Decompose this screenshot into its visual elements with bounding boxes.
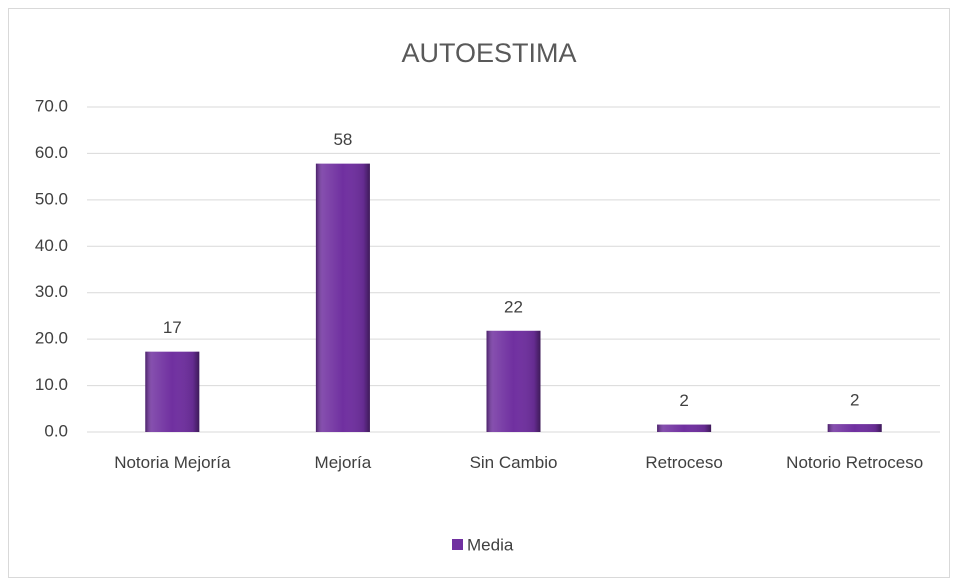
- data-label: 58: [333, 130, 352, 149]
- data-label: 2: [679, 391, 688, 410]
- x-tick-label: Notoria Mejoría: [114, 453, 231, 472]
- y-tick-label: 30.0: [35, 282, 68, 301]
- x-tick-label: Retroceso: [645, 453, 723, 472]
- data-label: 17: [163, 318, 182, 337]
- x-tick-label: Notorio Retroceso: [786, 453, 924, 472]
- bar: [315, 163, 370, 432]
- y-tick-label: 10.0: [35, 375, 68, 394]
- y-tick-label: 60.0: [35, 143, 68, 162]
- data-label: 2: [850, 391, 859, 410]
- bar: [657, 424, 712, 432]
- x-tick-label: Sin Cambio: [469, 453, 558, 472]
- bar: [827, 424, 882, 432]
- y-tick-label: 20.0: [35, 329, 68, 348]
- y-tick-label: 50.0: [35, 189, 68, 208]
- data-label: 22: [504, 297, 523, 316]
- y-tick-label: 0.0: [44, 421, 68, 440]
- bar: [486, 330, 541, 432]
- chart-title: AUTOESTIMA: [401, 38, 576, 68]
- y-tick-label: 70.0: [35, 96, 68, 115]
- legend-label: Media: [467, 535, 514, 554]
- x-tick-label: Mejoría: [314, 453, 372, 472]
- bar: [145, 351, 200, 432]
- legend-swatch: [452, 539, 463, 550]
- y-tick-label: 40.0: [35, 236, 68, 255]
